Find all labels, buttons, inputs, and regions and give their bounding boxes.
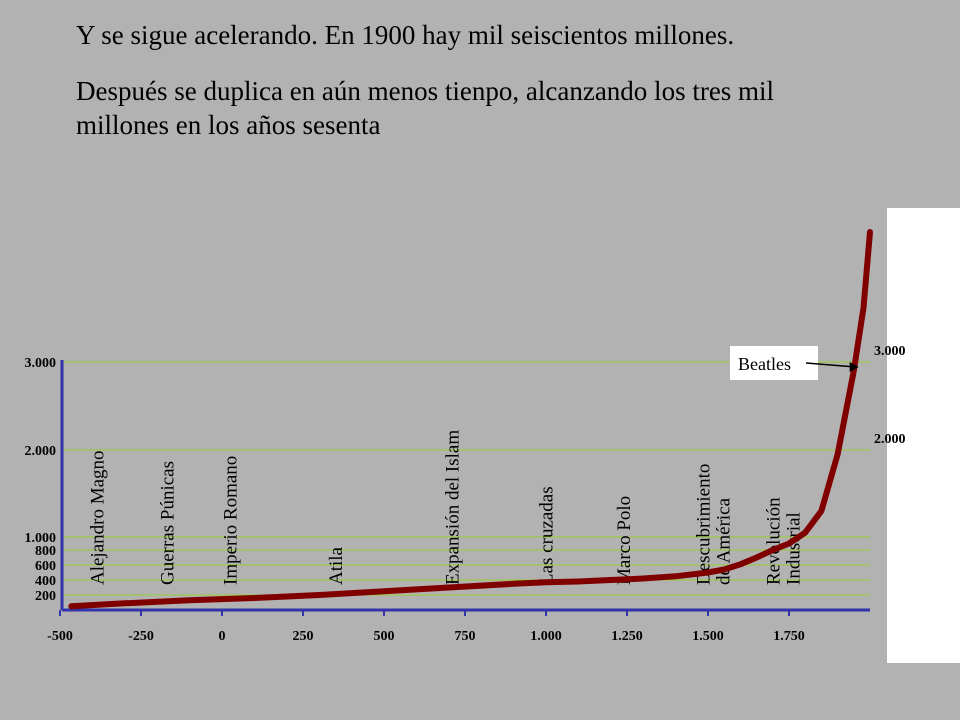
event-label: Descubrimiento [694, 464, 715, 585]
y-tick-label: 800 [35, 544, 56, 559]
chart-subtitle: Después se duplica en aún menos tienpo, … [76, 76, 775, 140]
right-white-panel [887, 208, 960, 663]
event-label: Industrial [783, 512, 804, 585]
x-tick-label: 1.500 [692, 629, 724, 644]
x-tick-label: 1.250 [611, 629, 643, 644]
x-tick-label: 1.750 [773, 629, 805, 644]
callout-arrow-head [849, 362, 859, 372]
event-label: Expansión del Islam [443, 430, 464, 585]
x-tick-label: 0 [219, 629, 226, 644]
event-label: Marco Polo [614, 496, 635, 585]
callout-arrow-line [805, 362, 856, 368]
y-tick-label: 400 [35, 574, 56, 589]
event-label: de América [714, 497, 735, 585]
x-tick-label: -250 [128, 629, 154, 644]
y-tick-label: 2.000 [25, 444, 57, 459]
event-label: Alejandro Magno [88, 450, 109, 585]
y-tick-label: 1.000 [25, 531, 57, 546]
x-tick-label: -500 [47, 629, 73, 644]
x-tick-label: 750 [455, 629, 476, 644]
event-label: Atila [326, 546, 347, 585]
beatles-callout: Beatles [730, 346, 859, 380]
event-label: Las cruzadas [536, 486, 557, 585]
y-tick-label: 3.000 [25, 356, 57, 371]
y-tick-label-right: 2.000 [874, 432, 906, 447]
event-labels: Alejandro Magno Guerras Púnicas Imperio Ro… [88, 430, 805, 585]
callout-label: Beatles [738, 354, 791, 374]
x-tick-label: 1.000 [530, 629, 562, 644]
callout-box [730, 346, 818, 380]
event-label: Imperio Romano [221, 456, 242, 585]
population-curve [68, 229, 873, 610]
event-label: Guerras Púnicas [157, 461, 178, 585]
x-tick-label: 500 [374, 629, 395, 644]
y-tick-label: 600 [35, 559, 56, 574]
chart-title: Y se sigue acelerando. En 1900 hay mil s… [76, 20, 735, 50]
x-tick-label: 250 [293, 629, 314, 644]
event-label: Revolución [763, 497, 784, 585]
y-tick-label: 200 [35, 589, 56, 604]
chart-axes [60, 360, 870, 612]
x-axis-ticks: -500 -250 0 250 500 750 1.000 1.250 1.500 1.750 [47, 610, 805, 644]
population-series [68, 229, 873, 610]
y-tick-label-right: 3.000 [874, 344, 906, 359]
